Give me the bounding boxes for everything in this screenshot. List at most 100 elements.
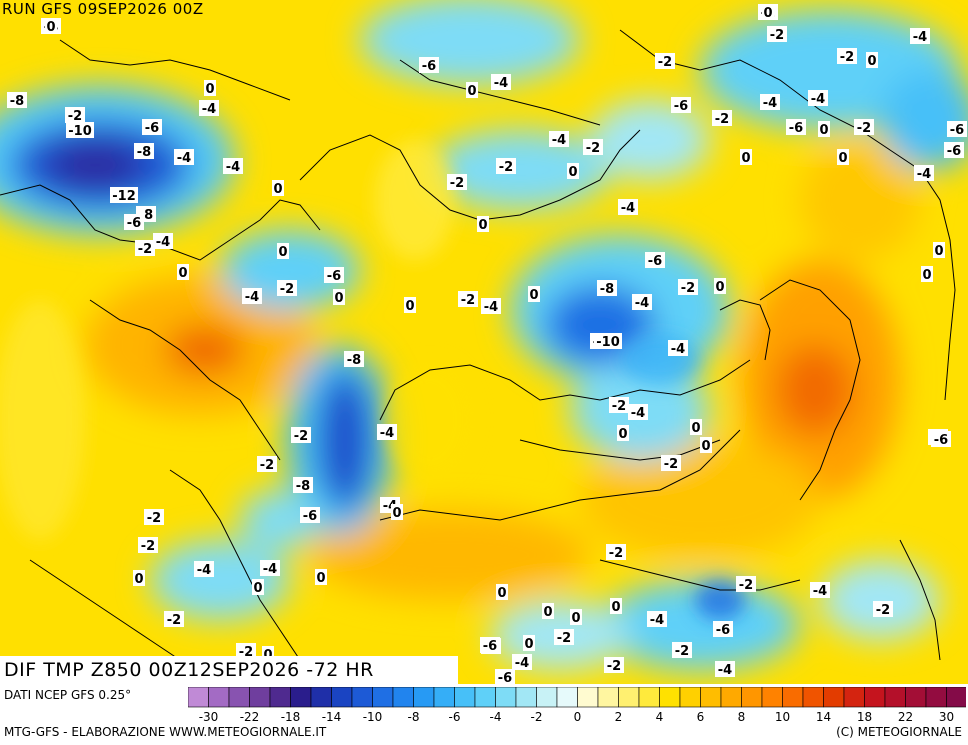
- color-scale-tick-label: 6: [696, 710, 705, 724]
- contour-label-background: [678, 279, 698, 295]
- contour-label-text: 0: [334, 291, 343, 306]
- contour-label-background: [604, 657, 624, 673]
- contour-label-background: [914, 165, 934, 181]
- contour-label-text: 0: [618, 427, 627, 442]
- color-scale-cell: [618, 686, 640, 708]
- contour-label-background: [549, 131, 569, 147]
- contour-label-background: [142, 119, 162, 135]
- credit-left: MTG-GFS - ELABORAZIONE WWW.METEOGIORNALE…: [4, 725, 327, 739]
- contour-label: -8: [597, 280, 617, 297]
- contour-label: -8: [7, 92, 27, 109]
- color-scale-tick-label: -18: [280, 710, 301, 724]
- contour-label: -2: [138, 537, 158, 554]
- contour-label-background: [542, 603, 554, 619]
- contour-label-text: -2: [167, 613, 181, 628]
- contour-label-background: [466, 82, 478, 98]
- color-scale-cell: [290, 686, 312, 708]
- contour-label-text: -2: [586, 141, 600, 156]
- contour-label-text: -4: [631, 406, 645, 421]
- contour-label-background: [632, 294, 652, 310]
- contour-label-text: -2: [450, 176, 464, 191]
- contour-label-text: -4: [245, 290, 259, 305]
- color-scale-cell: [597, 686, 619, 708]
- color-scale-cell: [864, 686, 886, 708]
- contour-label-background: [491, 74, 511, 90]
- color-scale-tick-label: 18: [856, 710, 873, 724]
- contour-label: -4: [512, 654, 532, 671]
- color-scale-tick-label: 14: [815, 710, 832, 724]
- color-scale-cell: [741, 686, 763, 708]
- contour-label: -4: [910, 28, 930, 45]
- contour-label: 0: [714, 278, 726, 295]
- contour-label: -4: [618, 199, 638, 216]
- color-scale-cell: [925, 686, 947, 708]
- contour-label-background: [391, 504, 403, 520]
- contour-label-text: -6: [145, 121, 159, 136]
- contour-label-background: [933, 242, 945, 258]
- contour-label: -2: [672, 642, 692, 659]
- contour-label: -6: [419, 57, 439, 74]
- contour-label: 0: [272, 180, 284, 197]
- contour-label: -4: [153, 233, 173, 250]
- contour-label: -2: [609, 397, 629, 414]
- contour-label: -6: [324, 267, 344, 284]
- color-scale-cell: [351, 686, 373, 708]
- contour-label-text: -6: [127, 216, 141, 231]
- contour-label-text: -2: [138, 242, 152, 257]
- contour-label: -2: [604, 657, 624, 674]
- contour-label-text: -8: [296, 479, 310, 494]
- color-scale-cell: [946, 686, 968, 708]
- color-scale-tick-label: -10: [362, 710, 383, 724]
- contour-label-text: -4: [263, 562, 277, 577]
- color-scale-tick-label: -22: [239, 710, 260, 724]
- contour-label: -2: [277, 280, 297, 297]
- contour-label: -4: [491, 74, 511, 91]
- color-scale-cell: [372, 686, 394, 708]
- contour-label: -2: [164, 611, 184, 628]
- color-scale-tick-label: 10: [774, 710, 791, 724]
- contour-label: -6: [944, 142, 964, 159]
- temperature-anomaly-map: -2-4-2-4-2-60-4-8-20-6-2-8-6-4-4-6-6-12-…: [0, 0, 968, 684]
- contour-label-text: -8: [347, 353, 361, 368]
- contour-label-background: [594, 333, 622, 349]
- contour-label-background: [837, 149, 849, 165]
- contour-label-background: [242, 288, 262, 304]
- contour-label-text: -8: [600, 282, 614, 297]
- contour-label-background: [344, 351, 364, 367]
- contour-label-background: [700, 437, 712, 453]
- contour-label-text: -4: [621, 201, 635, 216]
- contour-label: 0: [542, 603, 554, 620]
- contour-label: 0: [528, 286, 540, 303]
- contour-label: -4: [647, 611, 667, 628]
- contour-label: 0: [277, 243, 289, 260]
- contour-label-text: 0: [838, 151, 847, 166]
- contour-label-text: 0: [867, 54, 876, 69]
- contour-label-background: [609, 397, 629, 413]
- contour-label-text: 0: [691, 421, 700, 436]
- contour-label-text: -2: [609, 546, 623, 561]
- contour-label-background: [133, 570, 145, 586]
- contour-label-text: 0: [467, 84, 476, 99]
- color-scale-cell: [433, 686, 455, 708]
- contour-label-text: -2: [715, 112, 729, 127]
- contour-label-text: 0: [316, 571, 325, 586]
- contour-label-text: 0: [253, 581, 262, 596]
- color-scale-cell: [331, 686, 353, 708]
- contour-label-background: [714, 278, 726, 294]
- contour-label-background: [291, 427, 311, 443]
- contour-label-background: [645, 252, 665, 268]
- color-scale-cell: [208, 686, 230, 708]
- contour-label-text: 0: [529, 288, 538, 303]
- contour-label-background: [404, 297, 416, 313]
- coastlines: [0, 29, 956, 661]
- anomaly-field: [0, 0, 968, 670]
- color-scale-tick-label: -2: [530, 710, 543, 724]
- contour-label: -4: [194, 561, 214, 578]
- contour-label-text: -2: [664, 457, 678, 472]
- contour-label-text: 0: [763, 6, 772, 21]
- weather-map: -2-4-2-4-2-60-4-8-20-6-2-8-6-4-4-6-6-12-…: [0, 0, 968, 684]
- contour-label-background: [223, 158, 243, 174]
- contour-label-background: [597, 280, 617, 296]
- contour-label: -6: [300, 507, 320, 524]
- contour-label-text: 0: [392, 506, 401, 521]
